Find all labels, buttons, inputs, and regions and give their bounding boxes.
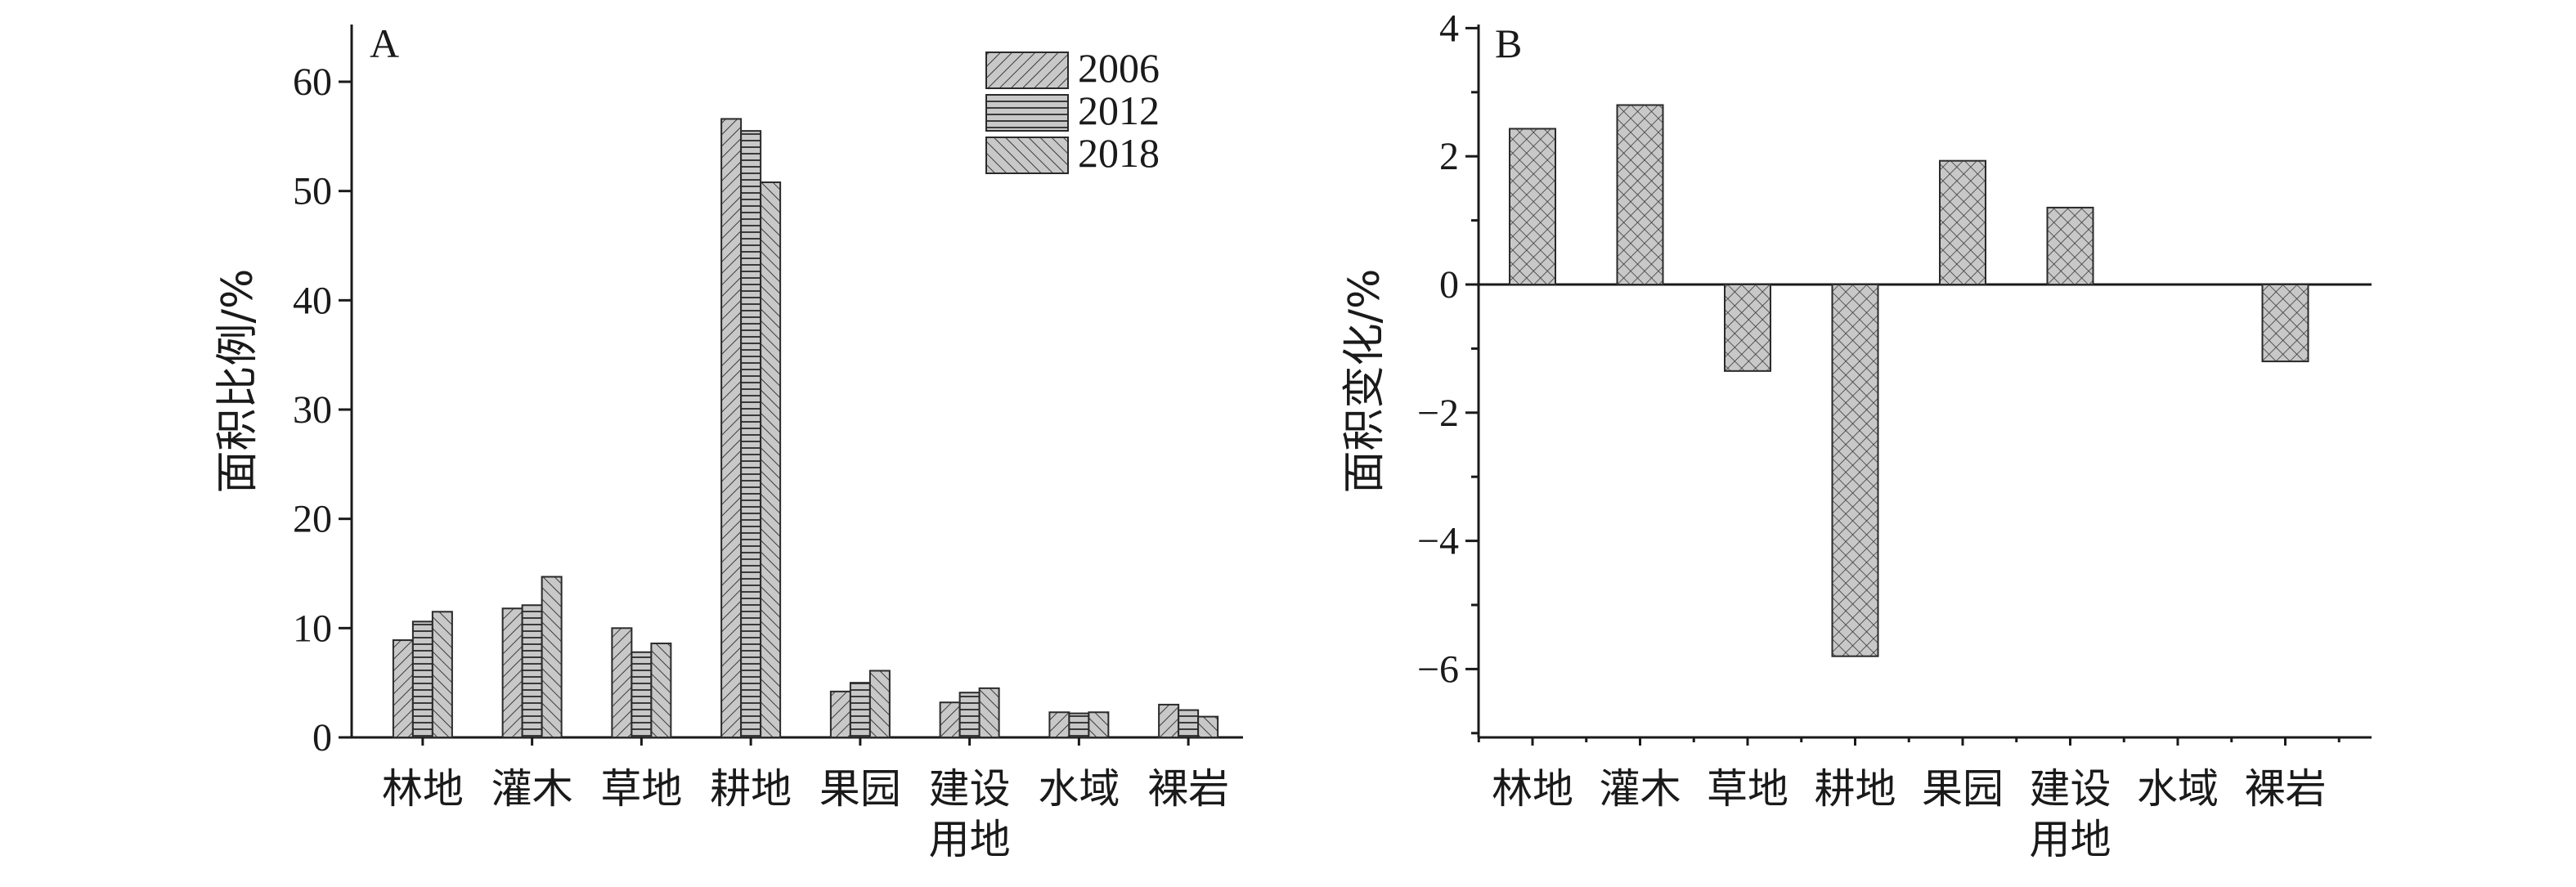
panel-b-y-tick-label: −4 — [1417, 520, 1459, 563]
panel-a-y-tick-label: 40 — [293, 279, 332, 322]
panel-a-bar — [431, 611, 453, 738]
panel-a-bar — [611, 627, 633, 738]
panel-a-category-label: 耕地 — [710, 765, 792, 813]
panel-a-bar — [740, 130, 762, 738]
panel-a-label: A — [370, 20, 399, 66]
panel-b-bar — [1831, 284, 1879, 657]
panel-a-bar — [760, 181, 782, 738]
panel-b-y-tick-label: −2 — [1417, 392, 1459, 435]
panel-a-category-label: 裸岩 — [1147, 765, 1229, 813]
panel-a-bar — [541, 576, 563, 739]
panel-a-legend-swatch — [985, 137, 1069, 174]
panel-b-bar — [1509, 128, 1556, 285]
panel-a-bar — [1048, 711, 1070, 738]
panel-a-bar — [849, 682, 871, 739]
panel-a-y-tick-label: 10 — [293, 607, 332, 650]
panel-a-bar — [650, 643, 672, 739]
panel-a-legend-label: 2006 — [1078, 45, 1160, 91]
panel-a-category-label: 果园 — [819, 765, 901, 813]
panel-a-bar — [868, 670, 891, 738]
panel-b-bar — [1939, 159, 1986, 285]
panel-a-y-tick-label: 0 — [312, 716, 332, 759]
panel-a-y-tick-label: 20 — [293, 498, 332, 541]
panel-b-label: B — [1495, 20, 1522, 66]
panel-a-bar — [1088, 711, 1110, 738]
panel-a-bar — [392, 639, 414, 739]
panel-a-bar — [829, 690, 851, 738]
panel-a-category-label: 用地 — [929, 816, 1011, 863]
panel-a-bar — [1158, 703, 1180, 739]
panel-b-y-tick-label: 2 — [1439, 135, 1459, 178]
panel-b-category-label: 用地 — [2030, 816, 2112, 863]
panel-a-y-tick-label: 30 — [293, 388, 332, 432]
panel-a-y-tick-label: 50 — [293, 170, 332, 213]
panel-b-category-label: 耕地 — [1815, 765, 1896, 813]
panel-b-bar — [2261, 284, 2309, 363]
panel-b-category-label: 林地 — [1492, 765, 1573, 813]
panel-b-bar — [1724, 284, 1771, 372]
panel-b-category-label: 草地 — [1707, 765, 1788, 813]
panel-b-bar — [2046, 206, 2094, 285]
panel-a-bar — [939, 701, 961, 739]
panel-a-y-axis-title: 面积比例/% — [213, 269, 263, 494]
panel-a-category-label: 林地 — [382, 765, 464, 813]
panel-a-legend-swatch — [985, 94, 1069, 132]
panel-b-y-tick-label: 4 — [1439, 7, 1459, 50]
panel-a-bar — [521, 604, 543, 738]
panel-a-bar — [1068, 712, 1090, 738]
panel-b-bars — [1509, 104, 2309, 657]
panel-a-category-label: 灌木 — [491, 765, 573, 813]
panel-a-category-label: 草地 — [600, 765, 682, 813]
panel-a-bar — [411, 620, 433, 739]
panel-a-bar — [720, 118, 743, 739]
panel-a-bar — [958, 692, 981, 738]
panel-a-bar — [501, 607, 523, 738]
panel-b-y-axis-title: 面积变化/% — [1340, 269, 1389, 494]
panel-a-y-tick-label: 60 — [293, 60, 332, 104]
panel-a-category-label: 水域 — [1038, 765, 1120, 813]
panel-b-category-label: 果园 — [1922, 765, 2004, 813]
panel-a-bar — [631, 651, 653, 738]
panel-a-y-ticks: 0 10 20 30 40 50 60 — [293, 60, 352, 759]
panel-b-bar — [1616, 104, 1664, 285]
panel-b-y-ticks: 4 2 0 −2 −4 −6 — [1417, 7, 1479, 735]
panel-a-bar — [978, 687, 1000, 738]
panel-b-category-label: 水域 — [2137, 765, 2219, 813]
panel-a-legend-swatch — [985, 52, 1069, 89]
panel-a-category-label: 建设 — [929, 765, 1011, 813]
panel-b-category-label: 裸岩 — [2245, 765, 2327, 813]
panel-a-bar — [1197, 715, 1219, 738]
panel-b-category-label: 建设 — [2030, 765, 2112, 813]
panel-a-bar — [1178, 709, 1200, 738]
panel-b-y-tick-label: −6 — [1417, 647, 1459, 691]
panel-a-bars — [392, 118, 1219, 739]
panel-a-legend-label: 2018 — [1078, 130, 1160, 176]
panel-a-legend-label: 2012 — [1078, 87, 1160, 133]
panel-b-category-label: 灌木 — [1600, 765, 1681, 813]
panel-b-y-tick-label: 0 — [1439, 263, 1459, 307]
